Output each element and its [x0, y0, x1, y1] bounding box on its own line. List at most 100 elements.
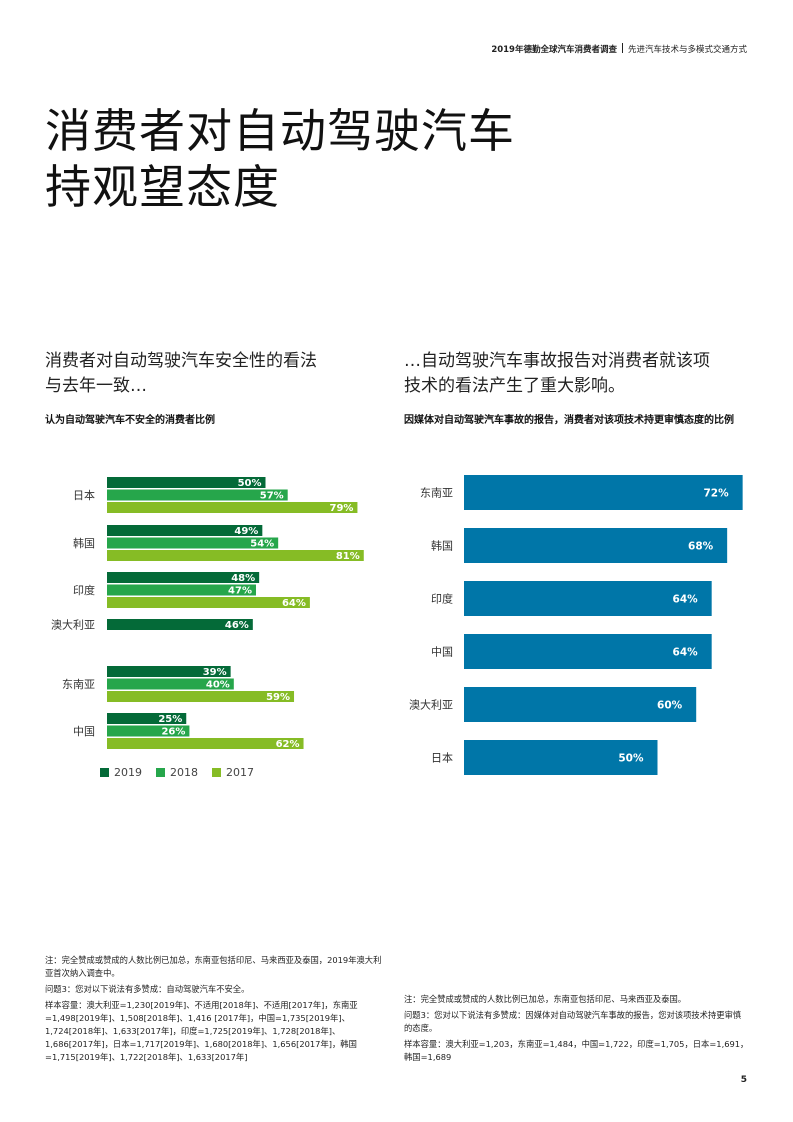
bar-group: 48% 47% 64% 印度 [73, 572, 310, 609]
left-note-1: 问题3：您对以下说法有多赞成：自动驾驶汽车不安全。 [45, 984, 250, 994]
right-subhead-line2: 技术的看法产生了重大影响。 [404, 376, 625, 396]
report-subtitle: 先进汽车技术与多模式交通方式 [627, 45, 747, 55]
bar-2017 [107, 738, 304, 749]
bar-2019 [107, 666, 231, 677]
bar-value-label: 64% [282, 598, 306, 609]
right-bar-chart: 72% 东南亚 68% 韩国 64% 印度 64% 中国 60% 澳大利亚 50% 日本 [409, 475, 743, 775]
running-header: 2019年德勤全球汽车消费者调查 先进汽车技术与多模式交通方式 [491, 43, 747, 55]
bar-value-label: 49% [234, 526, 258, 537]
bar-2017 [107, 502, 358, 513]
page-title-line1: 消费者对自动驾驶汽车 [45, 104, 515, 158]
right-note-0: 注：完全赞成或赞成的人数比例已加总，东南亚包括印尼、马来西亚及泰国。 [404, 994, 687, 1004]
category-label: 日本 [431, 751, 453, 765]
bar-value-label: 72% [703, 488, 729, 500]
right-notes: 注：完全赞成或赞成的人数比例已加总，东南亚包括印尼、马来西亚及泰国。 问题3：您… [404, 993, 749, 1067]
bar [464, 475, 743, 510]
category-label: 印度 [73, 583, 95, 597]
report-title: 2019年德勤全球汽车消费者调查 [491, 45, 617, 55]
bar-value-label: 54% [250, 539, 274, 550]
bar-group: 49% 54% 81% 韩国 [73, 525, 364, 562]
bar-value-label: 60% [657, 700, 683, 712]
bar-value-label: 79% [329, 503, 353, 514]
bar-2019 [107, 619, 253, 630]
left-note-0: 注：完全赞成或赞成的人数比例已加总，东南亚包括印尼、马来西亚及泰国，2019年澳… [45, 955, 382, 978]
bar-value-label: 68% [688, 541, 714, 553]
left-notes: 注：完全赞成或赞成的人数比例已加总，东南亚包括印尼、马来西亚及泰国，2019年澳… [45, 954, 385, 1067]
category-label: 东南亚 [62, 678, 95, 691]
bar-2018 [107, 537, 279, 549]
page-title-line2: 持观望态度 [45, 160, 280, 214]
bar-group: 39% 40% 59% 东南亚 [62, 666, 295, 703]
bar-2017 [107, 597, 310, 608]
bar-group: 68% 韩国 [431, 528, 728, 563]
bar-2018 [107, 584, 256, 596]
bar-group: 46% 澳大利亚 [51, 618, 253, 632]
bar-value-label: 46% [225, 620, 249, 631]
header-divider [621, 43, 623, 53]
bar [464, 581, 712, 616]
bar-2019 [107, 572, 260, 583]
bar-value-label: 48% [231, 573, 255, 584]
category-label: 中国 [73, 725, 95, 738]
category-label: 东南亚 [420, 487, 453, 500]
page-number: 5 [740, 1075, 747, 1085]
category-label: 韩国 [73, 536, 95, 550]
bar-value-label: 57% [260, 491, 284, 502]
right-subhead: …自动驾驶汽车事故报告对消费者就该项 技术的看法产生了重大影响。 [404, 349, 710, 399]
bar [464, 528, 728, 563]
left-subhead-line2: 与去年一致… [45, 376, 147, 396]
bar [464, 634, 712, 669]
legend-swatch-2017 [212, 768, 221, 777]
legend-label-2019: 2019 [114, 766, 142, 779]
bar-value-label: 64% [673, 594, 699, 606]
legend-item-2019: 2019 [100, 766, 142, 779]
legend-label-2017: 2017 [226, 766, 254, 779]
bar-2017 [107, 691, 295, 702]
bar-value-label: 64% [673, 647, 699, 659]
bar [464, 740, 658, 775]
bar-value-label: 59% [266, 692, 290, 703]
bar-value-label: 26% [161, 727, 185, 738]
left-chart-legend: 2019 2018 2017 [100, 766, 254, 779]
left-grouped-bar-chart: 50% 57% 79% 日本 49% 54% 81% 韩国 48% 47% 64% 印度 46% 澳大利亚… [51, 477, 364, 750]
bar-group: 60% 澳大利亚 [409, 687, 697, 722]
right-note-2: 样本容量：澳大利亚=1,203，东南亚=1,484，中国=1,722，印度=1,… [404, 1039, 749, 1062]
right-note-1: 问题3：您对以下说法有多赞成：因媒体对自动驾驶汽车事故的报告，您对该项技术持更审… [404, 1010, 742, 1033]
bar-value-label: 62% [276, 739, 300, 750]
bar-2019 [107, 713, 187, 724]
legend-label-2018: 2018 [170, 766, 198, 779]
left-subhead: 消费者对自动驾驶汽车安全性的看法 与去年一致… [45, 349, 317, 399]
bar-2018 [107, 489, 288, 501]
bar-group: 64% 中国 [431, 634, 712, 669]
bar-value-label: 47% [228, 586, 252, 597]
category-label: 澳大利亚 [409, 698, 453, 712]
left-note-2: 样本容量：澳大利亚=1,230[2019年]、不适用[2018年]、不适用[20… [45, 1000, 358, 1062]
legend-item-2018: 2018 [156, 766, 198, 779]
bar-group: 64% 印度 [431, 581, 712, 616]
legend-item-2017: 2017 [212, 766, 254, 779]
bar-2019 [107, 477, 266, 488]
bar-value-label: 50% [618, 753, 644, 765]
bar-value-label: 40% [206, 680, 230, 691]
bar [464, 687, 697, 722]
bar-2018 [107, 678, 234, 690]
bar-value-label: 25% [158, 714, 182, 725]
bar-group: 50% 日本 [431, 740, 658, 775]
bar-value-label: 81% [336, 551, 360, 562]
bar-2019 [107, 525, 263, 536]
right-subhead-line1: …自动驾驶汽车事故报告对消费者就该项 [404, 351, 710, 371]
legend-swatch-2018 [156, 768, 165, 777]
legend-swatch-2019 [100, 768, 109, 777]
category-label: 日本 [73, 488, 95, 502]
left-chart-caption: 认为自动驾驶汽车不安全的消费者比例 [45, 415, 215, 426]
bar-value-label: 39% [203, 667, 227, 678]
category-label: 中国 [431, 646, 453, 659]
right-chart-caption: 因媒体对自动驾驶汽车事故的报告，消费者对该项技术持更审慎态度的比例 [404, 415, 734, 426]
bar-value-label: 50% [238, 478, 262, 489]
category-label: 澳大利亚 [51, 618, 95, 632]
bar-2017 [107, 550, 364, 561]
bar-group: 72% 东南亚 [420, 475, 743, 510]
category-label: 韩国 [431, 539, 453, 553]
bar-group: 50% 57% 79% 日本 [73, 477, 358, 514]
category-label: 印度 [431, 592, 453, 606]
